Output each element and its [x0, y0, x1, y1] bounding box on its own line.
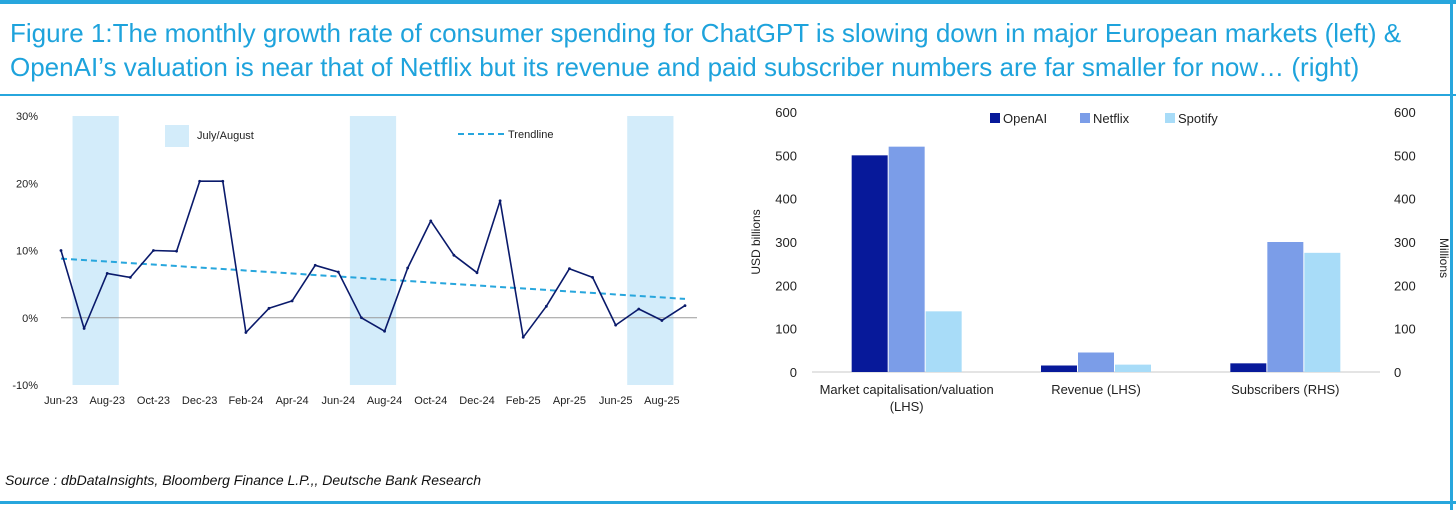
- y-right-tick-label: 0: [1394, 365, 1401, 380]
- data-point: [683, 304, 687, 308]
- y-left-tick-label: 500: [775, 148, 797, 163]
- data-point: [521, 335, 525, 339]
- bottom-rule: [0, 501, 1456, 504]
- y-right-tick-label: 100: [1394, 322, 1416, 337]
- x-tick-label: Dec-24: [459, 395, 494, 407]
- x-tick-label: Oct-23: [137, 395, 170, 407]
- data-point: [244, 331, 248, 334]
- bar-netflix: [1078, 352, 1114, 372]
- y-right-tick-label: 400: [1394, 192, 1416, 207]
- data-point: [591, 276, 594, 279]
- title-separator: [0, 94, 1456, 96]
- y-left-axis-label: USD billions: [749, 209, 763, 274]
- data-point: [152, 249, 155, 252]
- data-point: [175, 249, 178, 253]
- top-rule: [0, 0, 1456, 4]
- y-right-tick-label: 300: [1394, 235, 1416, 250]
- bar-netflix: [888, 146, 925, 372]
- legend-swatch-spotify: [1165, 113, 1175, 123]
- x-tick-label: Dec-23: [182, 395, 217, 407]
- trendline: [60, 257, 686, 300]
- y-right-axis-label: Millions: [1437, 238, 1451, 278]
- x-tick-label: Feb-25: [506, 395, 541, 407]
- shade-band-1: [349, 116, 397, 385]
- y-left-tick-label: 300: [775, 235, 797, 250]
- y-right-tick-label: 600: [1394, 105, 1416, 120]
- x-tick-label: Aug-25: [644, 395, 679, 407]
- legend-swatch-openai: [990, 113, 1000, 123]
- data-point: [105, 271, 109, 275]
- left-line-chart: -10% 0% 10% 20% 30% Jun-23 Aug-23 Oct-23 Dec-23 F…: [12, 111, 697, 407]
- x-tick-label: Aug-23: [89, 395, 124, 407]
- source-note: Source : dbDataInsights, Bloomberg Finan…: [5, 472, 482, 488]
- figure-title: Figure 1:The monthly growth rate of cons…: [10, 18, 1402, 82]
- x-tick-label: Jun-25: [599, 395, 633, 407]
- y-left-tick-label: 400: [775, 192, 797, 207]
- bar-spotify: [1115, 364, 1151, 372]
- legend-shade-label: July/August: [197, 130, 254, 142]
- data-point: [406, 266, 410, 270]
- y-tick-label: -10%: [12, 380, 38, 392]
- legend-label-spotify: Spotify: [1178, 111, 1218, 126]
- data-point: [568, 267, 571, 271]
- legend-shade-swatch: [165, 125, 189, 147]
- y-left-tick-label: 600: [775, 105, 797, 120]
- data-point: [429, 219, 433, 223]
- x-tick-label: Jun-23: [44, 395, 78, 407]
- y-left-tick-label: 0: [790, 365, 797, 380]
- data-point: [475, 271, 479, 275]
- x-tick-label: Oct-24: [414, 395, 447, 407]
- x-tick-label: Apr-25: [553, 395, 586, 407]
- data-point: [313, 263, 317, 267]
- bar-spotify: [1304, 252, 1341, 372]
- growth-rate-line: [60, 180, 686, 339]
- data-point: [383, 329, 386, 333]
- y-right-tick-label: 200: [1394, 278, 1416, 293]
- data-point: [59, 249, 63, 252]
- y-left-tick-label: 100: [775, 322, 797, 337]
- data-point: [198, 179, 202, 183]
- legend-label-netflix: Netflix: [1093, 111, 1130, 126]
- data-point: [290, 299, 294, 303]
- category-label: Subscribers (RHS): [1231, 382, 1339, 397]
- right-bar-chart: 0 100 200 300 400 500 600 0 100 200 300 400 500 600 US…: [749, 105, 1451, 414]
- data-point: [614, 323, 618, 327]
- y-left-tick-label: 200: [775, 278, 797, 293]
- category-label: Market capitalisation/valuation: [820, 382, 994, 397]
- legend-trend-label: Trendline: [508, 129, 553, 141]
- y-right-tick-label: 500: [1394, 148, 1416, 163]
- x-tick-label: Feb-24: [228, 395, 263, 407]
- data-point: [82, 327, 86, 330]
- data-point: [336, 270, 340, 274]
- category-label: (LHS): [890, 399, 924, 414]
- data-point: [660, 319, 664, 322]
- bar-netflix: [1267, 242, 1304, 372]
- legend-label-openai: OpenAI: [1003, 111, 1047, 126]
- data-point: [360, 316, 363, 320]
- data-point: [544, 304, 548, 308]
- legend-swatch-netflix: [1080, 113, 1090, 123]
- x-tick-label: Aug-24: [367, 395, 402, 407]
- data-point: [452, 253, 456, 257]
- data-point: [637, 307, 641, 311]
- right-rule: [1450, 0, 1453, 510]
- shade-band-0: [72, 116, 119, 385]
- y-tick-label: 0%: [22, 313, 38, 325]
- shade-band-2: [627, 116, 674, 385]
- bar-openai: [1230, 363, 1267, 372]
- y-tick-label: 20%: [16, 178, 38, 190]
- y-tick-label: 30%: [16, 111, 38, 123]
- data-point: [498, 199, 502, 203]
- data-point: [128, 276, 132, 279]
- bar-spotify: [925, 311, 962, 372]
- bar-openai: [851, 155, 888, 372]
- bar-openai: [1041, 365, 1077, 372]
- y-tick-label: 10%: [16, 246, 38, 258]
- x-tick-label: Jun-24: [322, 395, 356, 407]
- category-label: Revenue (LHS): [1051, 382, 1141, 397]
- data-point: [221, 179, 225, 183]
- x-tick-label: Apr-24: [276, 395, 309, 407]
- data-point: [267, 306, 271, 310]
